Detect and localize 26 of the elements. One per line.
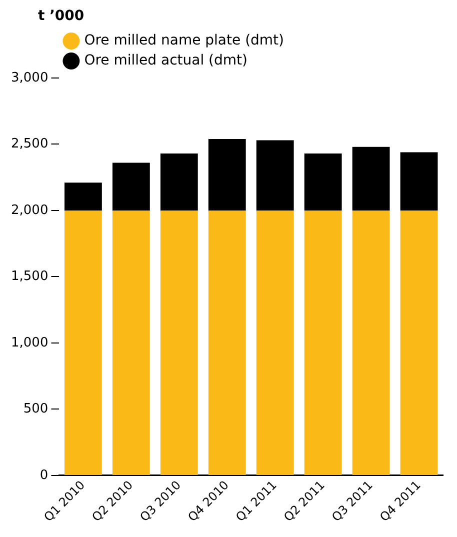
y-tick-label: 500 bbox=[23, 402, 48, 417]
bar bbox=[352, 146, 390, 210]
bar bbox=[256, 140, 294, 210]
bar bbox=[208, 210, 246, 475]
y-tick-label: 0 bbox=[40, 468, 48, 483]
y-tick-label: 1,500 bbox=[11, 269, 48, 284]
bar bbox=[400, 210, 438, 475]
y-tick-label: 1,000 bbox=[11, 335, 48, 350]
legend-label: Ore milled actual (dmt) bbox=[84, 52, 248, 69]
bar bbox=[352, 210, 390, 475]
bar bbox=[160, 210, 198, 475]
bar bbox=[64, 182, 102, 210]
bar bbox=[160, 154, 198, 210]
bar bbox=[112, 210, 150, 475]
y-tick-label: 3,000 bbox=[11, 70, 48, 86]
bar bbox=[64, 210, 102, 475]
bar bbox=[112, 162, 150, 210]
bar bbox=[304, 154, 342, 210]
y-axis-title: t ’000 bbox=[37, 8, 86, 26]
y-tick-label: 2,000 bbox=[11, 202, 48, 218]
bar bbox=[208, 138, 246, 210]
bar bbox=[256, 210, 294, 475]
legend-label: Ore milled name plate (dmt) bbox=[84, 32, 284, 49]
bar bbox=[304, 210, 342, 475]
y-tick-label: 2,500 bbox=[11, 136, 48, 152]
bar bbox=[400, 152, 438, 210]
